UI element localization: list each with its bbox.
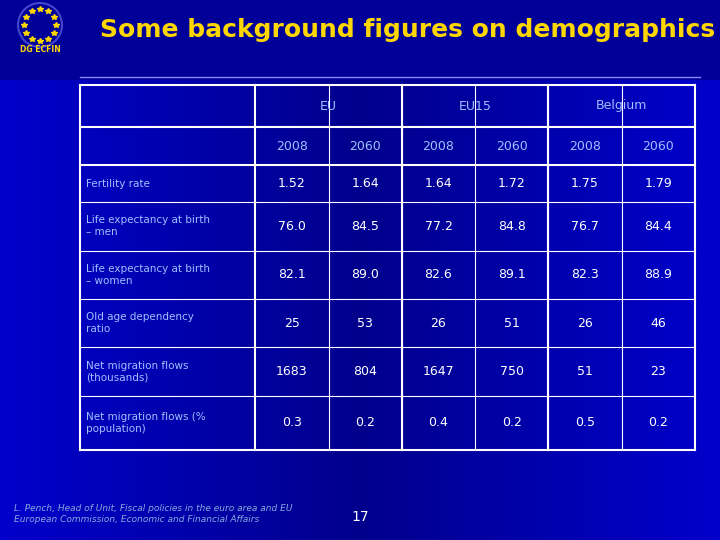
Text: Some background figures on demographics: Some background figures on demographics	[100, 18, 715, 42]
Text: 750: 750	[500, 365, 523, 378]
Text: 89.1: 89.1	[498, 268, 526, 281]
Text: DG ECFIN: DG ECFIN	[19, 45, 60, 54]
Circle shape	[12, 2, 68, 58]
Text: 1.72: 1.72	[498, 177, 526, 190]
Text: 2008: 2008	[423, 139, 454, 152]
Text: 1.52: 1.52	[278, 177, 306, 190]
Text: 0.2: 0.2	[502, 416, 522, 429]
Circle shape	[18, 3, 62, 47]
Text: 0.4: 0.4	[428, 416, 449, 429]
Text: 0.3: 0.3	[282, 416, 302, 429]
Text: EU15: EU15	[459, 99, 492, 112]
Text: 46: 46	[650, 316, 666, 330]
Text: 82.6: 82.6	[425, 268, 452, 281]
Text: 2060: 2060	[349, 139, 381, 152]
Text: Life expectancy at birth
– women: Life expectancy at birth – women	[86, 264, 210, 286]
Text: 53: 53	[357, 316, 373, 330]
Text: 1.64: 1.64	[351, 177, 379, 190]
Bar	[0, 0, 720, 80]
Text: 84.8: 84.8	[498, 220, 526, 233]
Text: Belgium: Belgium	[596, 99, 647, 112]
Text: 1647: 1647	[423, 365, 454, 378]
Text: 51: 51	[577, 365, 593, 378]
Text: 0.2: 0.2	[355, 416, 375, 429]
Text: 51: 51	[504, 316, 520, 330]
Text: 84.4: 84.4	[644, 220, 672, 233]
Text: 26: 26	[577, 316, 593, 330]
Text: Old age dependency
ratio: Old age dependency ratio	[86, 312, 194, 334]
Text: 1683: 1683	[276, 365, 307, 378]
Text: 84.5: 84.5	[351, 220, 379, 233]
Text: 82.1: 82.1	[278, 268, 306, 281]
Text: 2060: 2060	[496, 139, 528, 152]
Text: EU: EU	[320, 99, 337, 112]
Text: 2008: 2008	[569, 139, 601, 152]
Text: L. Pench, Head of Unit, Fiscal policies in the euro area and EU
European Commiss: L. Pench, Head of Unit, Fiscal policies …	[14, 504, 293, 524]
Text: 0.2: 0.2	[649, 416, 668, 429]
Text: 77.2: 77.2	[425, 220, 452, 233]
Text: 26: 26	[431, 316, 446, 330]
Text: 23: 23	[650, 365, 666, 378]
Text: 0.5: 0.5	[575, 416, 595, 429]
Text: 804: 804	[354, 365, 377, 378]
Text: 1.79: 1.79	[644, 177, 672, 190]
Text: Net migration flows (%
population): Net migration flows (% population)	[86, 412, 206, 434]
Text: 2008: 2008	[276, 139, 308, 152]
Text: 25: 25	[284, 316, 300, 330]
Text: 89.0: 89.0	[351, 268, 379, 281]
Text: 76.7: 76.7	[571, 220, 599, 233]
Text: 88.9: 88.9	[644, 268, 672, 281]
Text: 1.64: 1.64	[425, 177, 452, 190]
Text: 1.75: 1.75	[571, 177, 599, 190]
Text: 2060: 2060	[642, 139, 674, 152]
Text: Net migration flows
(thousands): Net migration flows (thousands)	[86, 361, 189, 382]
Text: 76.0: 76.0	[278, 220, 306, 233]
Text: 82.3: 82.3	[571, 268, 599, 281]
Text: Fertility rate: Fertility rate	[86, 179, 150, 188]
Text: Life expectancy at birth
– men: Life expectancy at birth – men	[86, 215, 210, 237]
Text: 17: 17	[351, 510, 369, 524]
